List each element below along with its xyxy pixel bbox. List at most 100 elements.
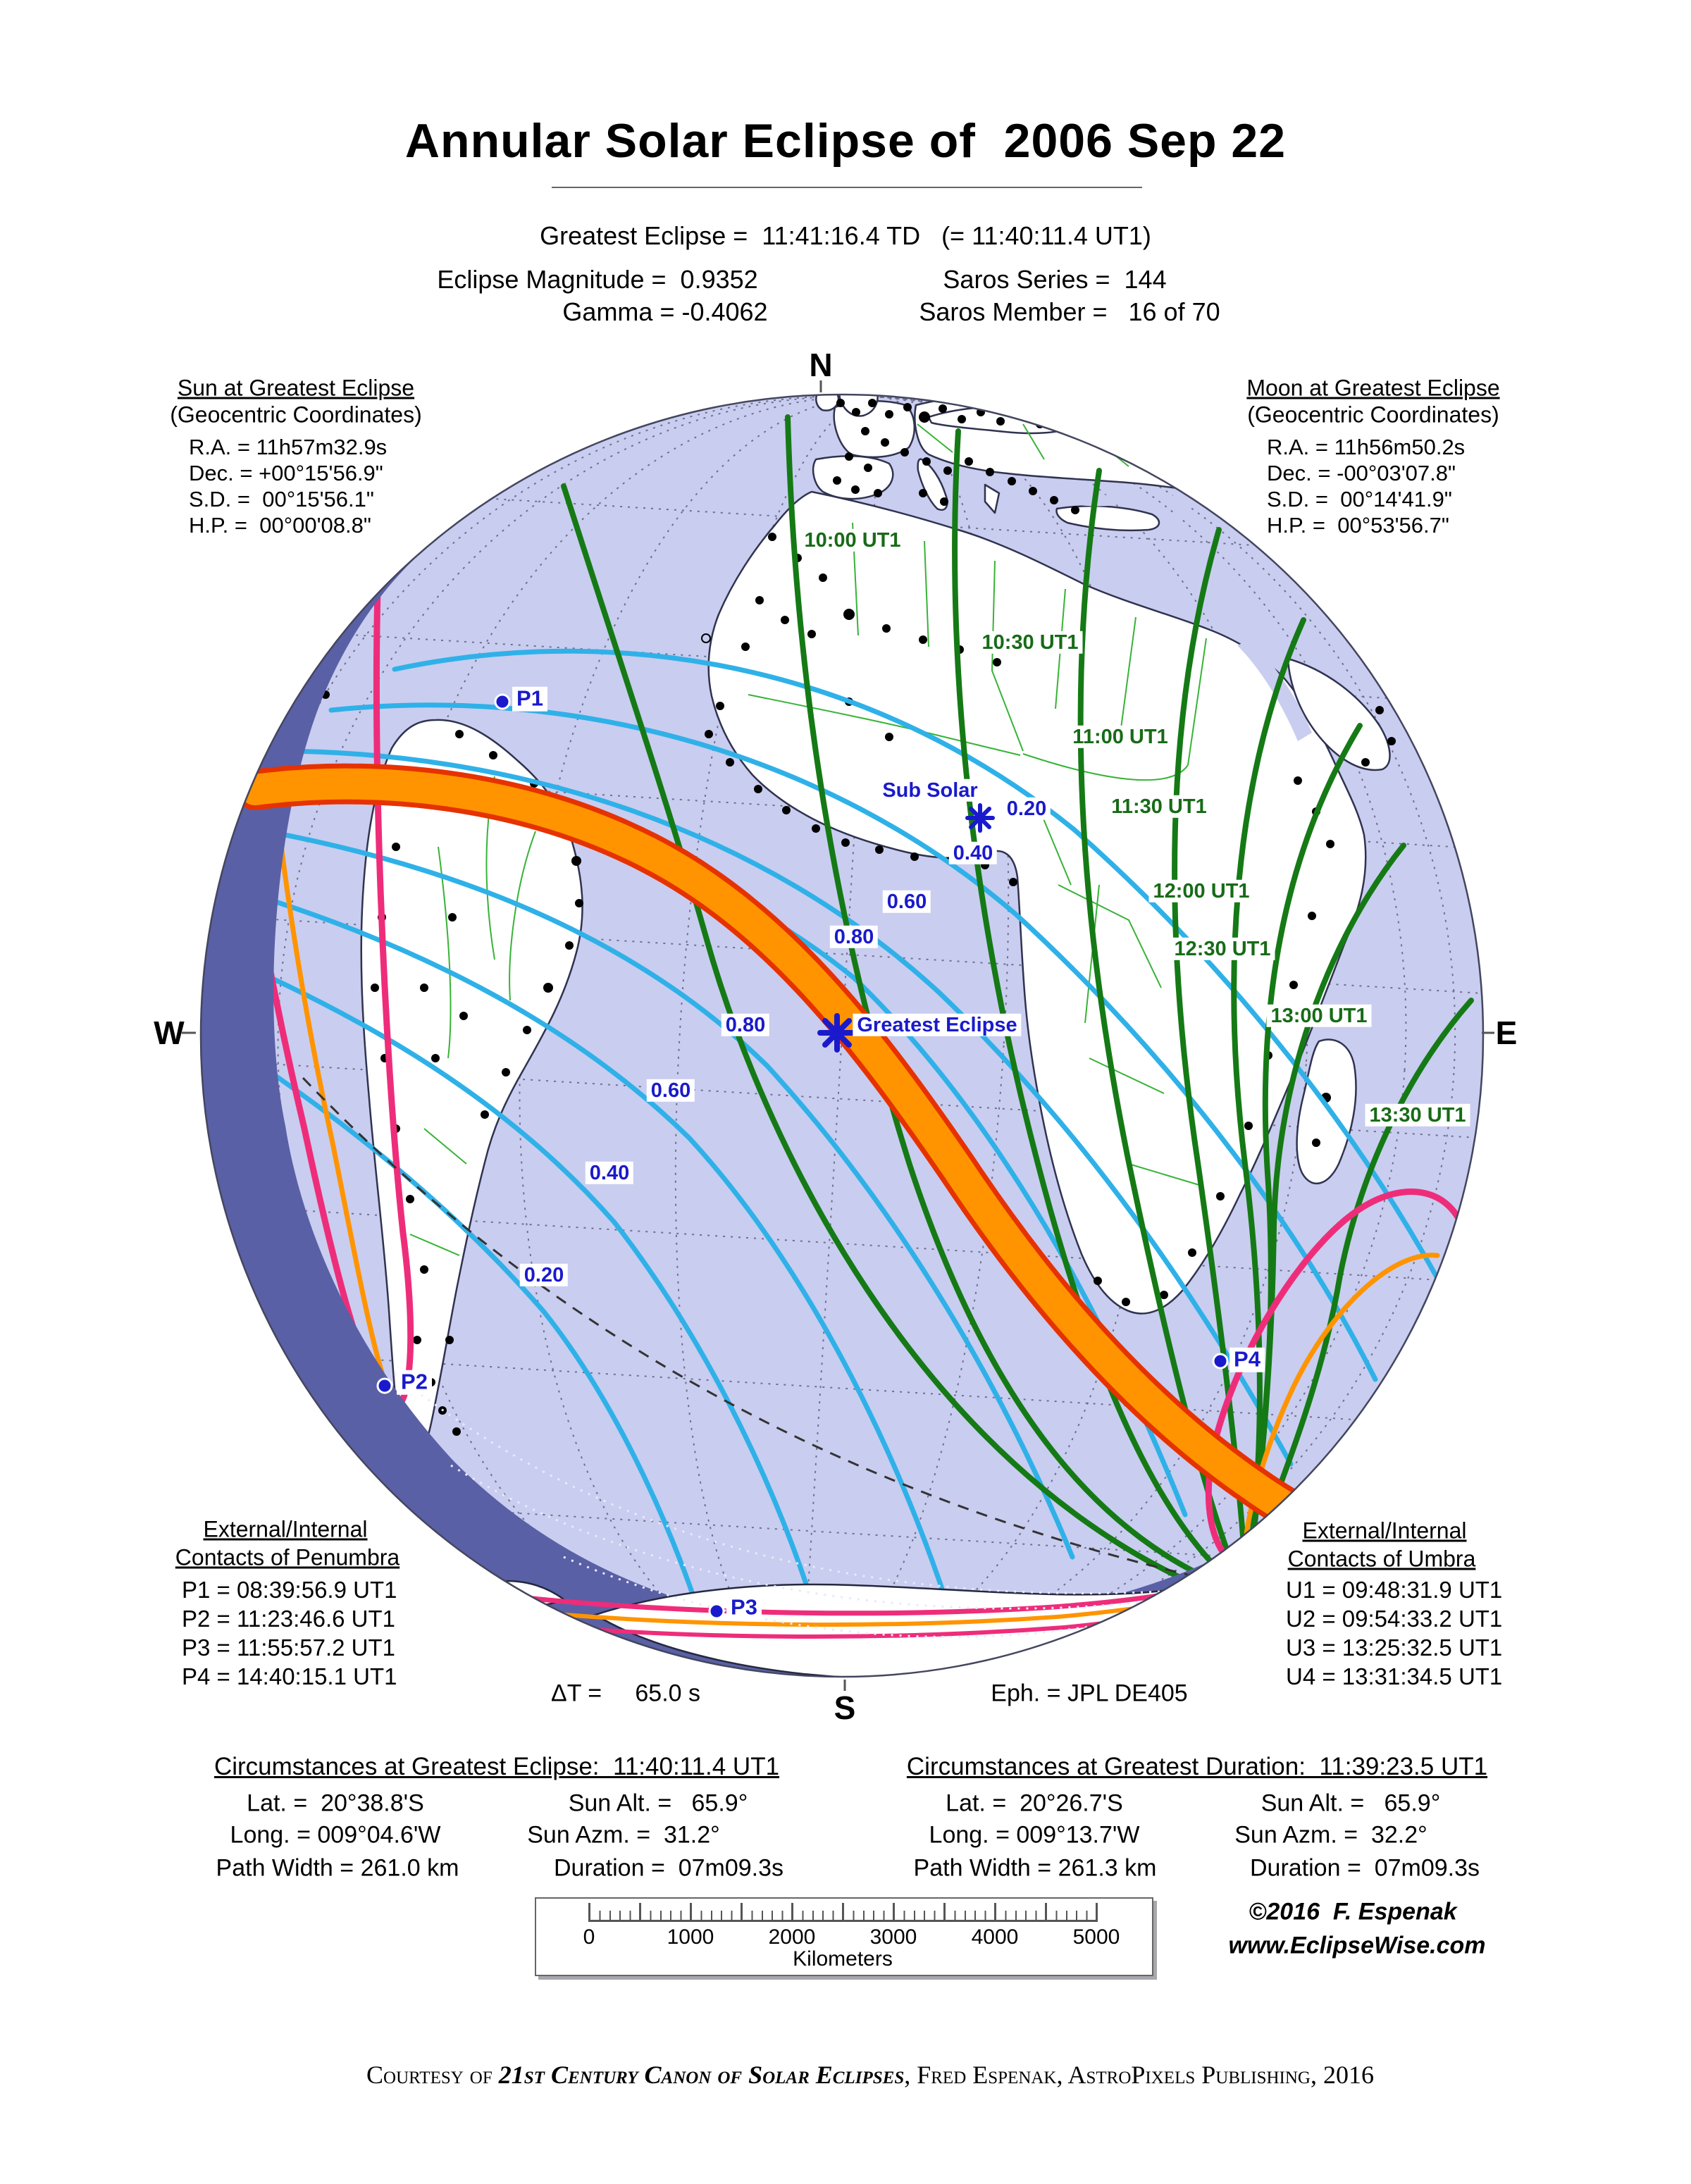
scale-unit-label: Kilometers — [793, 1947, 893, 1971]
umbra-contact-times: U1 = 09:48:31.9 UT1 U2 = 09:54:33.2 UT1 … — [1286, 1575, 1502, 1691]
moon-block-subheading: (Geocentric Coordinates) — [1247, 402, 1499, 428]
umbra-u1: U1 = 09:48:31.9 UT1 — [1286, 1577, 1503, 1603]
greatest-eclipse-marker — [817, 1013, 857, 1053]
scale-label-5000: 5000 — [1072, 1925, 1120, 1949]
ephemeris-value: Eph. = JPL DE405 — [991, 1680, 1188, 1707]
scale-baseline — [588, 1920, 1098, 1922]
gd-duration: Duration = 07m09.3s — [1249, 1854, 1480, 1882]
magnitude-label-060-north: 0.60 — [882, 890, 931, 914]
sun-sd: S.D. = 00°15'56.1" — [189, 487, 374, 511]
ut1-label-1230: 12:30 UT1 — [1170, 937, 1275, 961]
ge-path-width: Path Width = 261.0 km — [216, 1854, 459, 1882]
greatest-eclipse-circ-heading: Circumstances at Greatest Eclipse: 11:40… — [213, 1753, 780, 1780]
copyright-line: ©2016 F. Espenak — [1249, 1898, 1457, 1925]
annularity-path — [235, 763, 1379, 1561]
scale-label-3000: 3000 — [869, 1925, 917, 1949]
compass-south: S — [834, 1689, 856, 1726]
scale-major-tick — [1096, 1903, 1098, 1920]
penumbra-p4: P4 = 14:40:15.1 UT1 — [182, 1663, 397, 1689]
penumbra-heading-1: External/Internal — [203, 1516, 368, 1542]
sun-hp: H.P. = 00°00'08.8" — [189, 513, 371, 538]
gd-lat: Lat. = 20°26.7'S — [946, 1789, 1123, 1817]
scale-label-2000: 2000 — [768, 1925, 816, 1949]
scale-label-4000: 4000 — [971, 1925, 1019, 1949]
scale-major-tick — [943, 1903, 946, 1920]
ut1-label-1100: 11:00 UT1 — [1068, 725, 1172, 749]
compass-east: E — [1495, 1015, 1518, 1051]
footer-credit: Courtesy of 21st Century Canon of Solar … — [341, 2030, 1374, 2119]
page-title: Annular Solar Eclipse of 2006 Sep 22 — [404, 114, 1287, 168]
sun-block-subheading: (Geocentric Coordinates) — [170, 402, 422, 428]
magnitude-label-060-south: 0.60 — [646, 1079, 695, 1103]
ut1-label-1030: 10:30 UT1 — [977, 631, 1083, 654]
scale-bar — [535, 1897, 1153, 1976]
moon-block-heading: Moon at Greatest Eclipse — [1246, 375, 1500, 401]
sub-solar-marker — [965, 803, 995, 833]
ut1-label-1330: 13:30 UT1 — [1365, 1103, 1470, 1127]
scale-major-tick — [994, 1903, 996, 1920]
magnitude-label-020-south: 0.20 — [519, 1263, 569, 1287]
magnitude-label-080-south: 0.80 — [721, 1013, 770, 1037]
umbra-heading-1: External/Internal — [1302, 1518, 1467, 1544]
moon-block-values: R.A. = 11h56m50.2s Dec. = -00°03'07.8" S… — [1267, 434, 1465, 538]
sun-ra: R.A. = 11h57m32.9s — [189, 435, 388, 459]
ut1-label-1300: 13:00 UT1 — [1266, 1004, 1372, 1028]
scale-major-tick — [791, 1903, 793, 1920]
canary-island-marker — [701, 633, 711, 643]
sun-block-values: R.A. = 11h57m32.9s Dec. = +00°15'56.9" S… — [189, 434, 387, 538]
website-line: www.EclipseWise.com — [1228, 1932, 1486, 1959]
title-underline — [552, 187, 1142, 188]
greatest-duration-circ-heading: Circumstances at Greatest Duration: 11:3… — [906, 1753, 1488, 1780]
magnitude-label-040-north: 0.40 — [948, 841, 998, 865]
scale-label-0: 0 — [583, 1925, 595, 1949]
penumbra-p3: P3 = 11:55:57.2 UT1 — [182, 1634, 396, 1661]
contact-point-dots — [376, 693, 1229, 1620]
eclipse-magnitude: Eclipse Magnitude = 0.9352 — [437, 265, 758, 294]
sub-solar-label: Sub Solar — [878, 778, 982, 802]
penumbra-p1: P1 = 08:39:56.9 UT1 — [182, 1577, 397, 1603]
moon-hp: H.P. = 00°53'56.7" — [1267, 513, 1449, 538]
ut1-label-1200: 12:00 UT1 — [1148, 879, 1254, 903]
magnitude-label-080-north: 0.80 — [829, 925, 879, 949]
penumbra-p2: P2 = 11:23:46.6 UT1 — [182, 1606, 396, 1632]
contact-label-p3: P3 — [726, 1595, 762, 1620]
ge-long: Long. = 009°04.6'W — [230, 1821, 441, 1849]
umbra-u4: U4 = 13:31:34.5 UT1 — [1286, 1663, 1503, 1689]
saros-member: Saros Member = 16 of 70 — [919, 297, 1220, 326]
compass-ticks — [182, 380, 1494, 1691]
contact-label-p1: P1 — [512, 686, 547, 712]
gd-long: Long. = 009°13.7'W — [929, 1821, 1140, 1849]
contact-label-p4: P4 — [1229, 1347, 1265, 1372]
scale-label-1000: 1000 — [667, 1925, 714, 1949]
scale-major-tick — [588, 1903, 590, 1920]
moon-sd: S.D. = 00°14'41.9" — [1267, 487, 1452, 511]
sun-dec: Dec. = +00°15'56.9" — [189, 461, 383, 485]
ge-duration: Duration = 07m09.3s — [553, 1854, 784, 1882]
footer-suffix: , Fred Espenak, AstroPixels Publishing, … — [904, 2061, 1374, 2089]
footer-prefix: Courtesy of — [366, 2061, 499, 2089]
night-dotted-curves — [394, 1372, 1237, 1638]
contact-label-p2: P2 — [397, 1370, 432, 1395]
compass-north: N — [809, 347, 833, 383]
penumbra-contact-times: P1 = 08:39:56.9 UT1 P2 = 11:23:46.6 UT1 … — [182, 1575, 397, 1691]
scale-major-tick — [1045, 1903, 1047, 1920]
scale-major-tick — [741, 1903, 743, 1920]
ge-sun-alt: Sun Alt. = 65.9° — [568, 1789, 748, 1817]
greatest-eclipse-line: Greatest Eclipse = 11:41:16.4 TD (= 11:4… — [540, 221, 1151, 250]
ut1-label-1000: 10:00 UT1 — [800, 528, 905, 552]
scale-bar-minor-ticks — [589, 1911, 1099, 1920]
umbra-heading-2: Contacts of Umbra — [1287, 1546, 1476, 1572]
compass-west: W — [154, 1015, 185, 1051]
magnitude-label-020-north: 0.20 — [1002, 797, 1051, 821]
umbra-u3: U3 = 13:25:32.5 UT1 — [1286, 1634, 1503, 1661]
penumbra-heading-2: Contacts of Penumbra — [175, 1544, 400, 1570]
delta-t-value: ΔT = 65.0 s — [550, 1680, 701, 1707]
sun-block-heading: Sun at Greatest Eclipse — [177, 375, 415, 401]
scale-major-tick — [690, 1903, 692, 1920]
greatest-eclipse-label: Greatest Eclipse — [853, 1013, 1022, 1037]
ge-sun-azm: Sun Azm. = 31.2° — [527, 1821, 720, 1849]
magnitude-label-040-south: 0.40 — [585, 1161, 634, 1185]
footer-book-title: 21st Century Canon of Solar Eclipses — [498, 2061, 905, 2089]
